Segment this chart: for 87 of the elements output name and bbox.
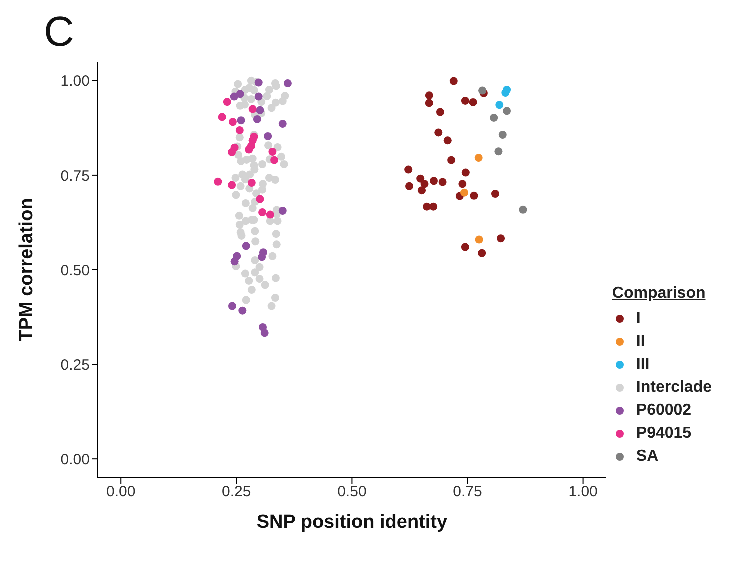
point [264,132,272,140]
x-tick-label: 1.00 [568,484,598,501]
point [256,106,264,114]
point [228,302,236,310]
point [256,195,264,204]
point [478,249,486,258]
legend-label: P60002 [636,402,692,420]
point [228,148,236,156]
point [430,202,438,211]
point [461,96,470,105]
point [214,178,222,186]
point [444,136,452,145]
point [248,179,256,188]
point [448,156,456,164]
x-tick-label: 0.50 [338,484,367,501]
point [502,89,510,98]
point [519,206,528,214]
point [230,258,239,266]
point [218,113,226,122]
point [503,107,512,116]
point [418,186,426,195]
legend-label: I [636,310,641,328]
legend-label: Interclade [636,378,712,396]
point [469,98,478,106]
point [430,177,438,186]
legend-label: II [636,332,646,350]
y-axis-title: TPM correlation [16,198,38,342]
y-tick-label: 0.25 [60,356,90,374]
point [470,192,478,200]
point [494,148,503,156]
point [260,329,269,338]
point [253,115,262,124]
point [245,146,254,154]
point [478,86,487,95]
point [461,243,470,252]
point [266,210,274,219]
point [436,108,444,116]
point [425,99,434,108]
x-axis-title: SNP position identity [256,512,448,533]
point [425,92,434,100]
point [284,80,292,88]
legend-label: SA [636,448,659,466]
point [270,156,279,164]
point [278,120,287,128]
point [475,236,484,244]
point [268,148,277,156]
point [258,208,267,217]
legend-label: III [636,356,650,374]
chart-title: C [44,8,74,56]
point [248,105,257,114]
point [237,116,246,125]
point [242,242,250,250]
point [228,181,236,190]
legend-label: P94015 [636,424,692,442]
y-tick-label: 0.00 [60,451,90,468]
point [416,174,425,183]
point [498,130,507,139]
point [406,182,414,190]
point [228,118,237,126]
point [238,306,247,315]
point [438,178,447,186]
point [423,202,432,211]
point [458,180,467,188]
point [278,207,287,216]
point [497,234,506,243]
point [236,90,244,98]
point [462,168,470,177]
point [404,166,413,174]
point [420,180,429,188]
y-tick-label: 0.50 [60,262,90,280]
point [258,253,266,262]
point [434,128,443,137]
point [490,114,498,122]
point [236,126,244,134]
point [450,77,458,86]
point [491,190,500,198]
y-tick-label: 0.75 [60,168,90,185]
x-tick-label: 0.75 [453,484,482,501]
point [496,101,504,110]
y-tick-label: 1.00 [60,73,90,90]
point [460,188,469,197]
point [254,92,263,101]
x-tick-label: 0.25 [222,484,252,501]
point [223,98,232,106]
x-tick-label: 0.00 [106,484,136,501]
point [474,154,483,162]
legend-title: Comparison [612,285,707,303]
